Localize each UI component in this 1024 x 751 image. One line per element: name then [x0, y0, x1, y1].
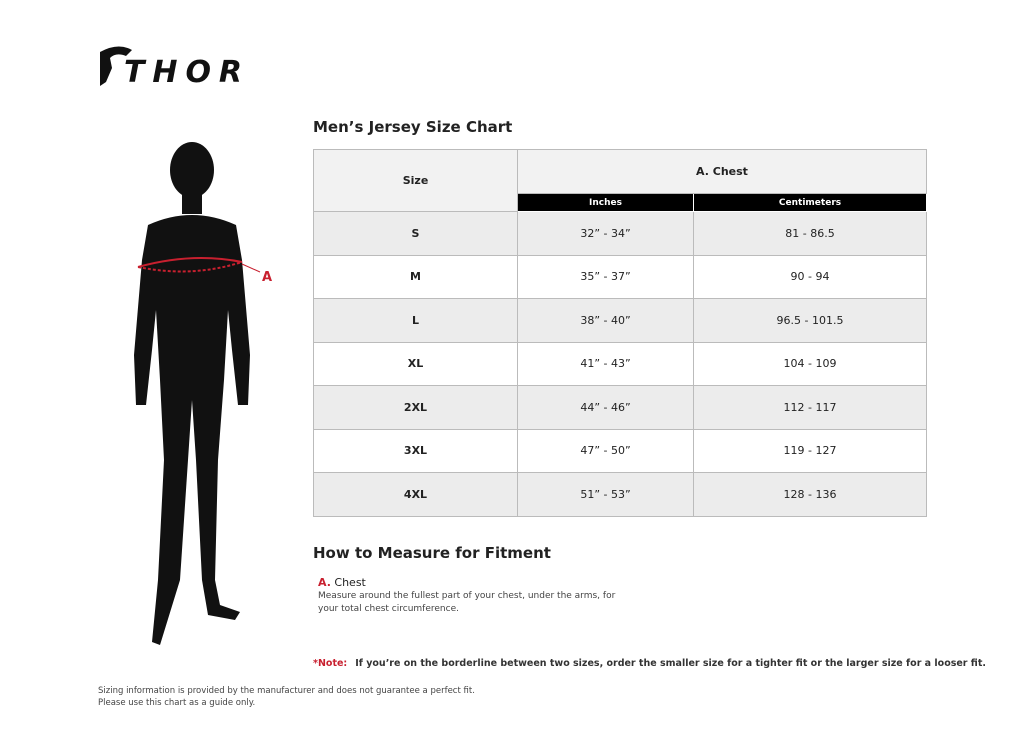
size-cell: S — [313, 211, 518, 256]
size-cell: 3XL — [313, 428, 518, 473]
disclaimer-line: Please use this chart as a guide only. — [98, 698, 256, 708]
centimeters-cell: 128 - 136 — [693, 472, 927, 517]
inches-cell: 32” - 34” — [516, 211, 695, 256]
table-row: 3XL 47” - 50” 119 - 127 — [313, 428, 927, 473]
centimeters-cell: 81 - 86.5 — [693, 211, 927, 256]
size-chart-table: Size A. Chest Inches Centimeters S 32” - … — [313, 149, 927, 517]
size-header: Size — [313, 149, 518, 212]
inches-cell: 38” - 40” — [516, 298, 695, 343]
table-row: 4XL 51” - 53” 128 - 136 — [313, 472, 927, 517]
centimeters-cell: 90 - 94 — [693, 254, 927, 299]
table-row: S 32” - 34” 81 - 86.5 — [313, 211, 927, 256]
chest-letter: A. — [318, 576, 331, 589]
disclaimer-line: Sizing information is provided by the ma… — [98, 686, 475, 696]
size-cell: 4XL — [313, 472, 518, 517]
note-prefix: *Note: — [313, 658, 348, 669]
body-silhouette: A — [134, 142, 272, 645]
centimeters-cell: 112 - 117 — [693, 385, 927, 430]
centimeters-cell: 96.5 - 101.5 — [693, 298, 927, 343]
centimeters-cell: 119 - 127 — [693, 428, 927, 473]
inches-cell: 47” - 50” — [516, 428, 695, 473]
inches-cell: 41” - 43” — [516, 341, 695, 386]
chest-description: Measure around the fullest part of your … — [318, 591, 616, 614]
table-row: L 38” - 40” 96.5 - 101.5 — [313, 298, 927, 343]
note-text: If you’re on the borderline between two … — [355, 658, 986, 669]
thor-logo: THOR — [100, 46, 242, 90]
chest-marker-label: A — [262, 270, 272, 285]
size-cell: M — [313, 254, 518, 299]
chest-measure-label: A. Chest — [318, 576, 366, 589]
size-cell: L — [313, 298, 518, 343]
page-title: Men’s Jersey Size Chart — [313, 118, 513, 136]
inches-cell: 35” - 37” — [516, 254, 695, 299]
table-row: M 35” - 37” 90 - 94 — [313, 254, 927, 299]
chest-label-text: Chest — [334, 576, 366, 589]
inches-header: Inches — [516, 193, 695, 212]
disclaimer: Sizing information is provided by the ma… — [98, 685, 475, 709]
size-cell: 2XL — [313, 385, 518, 430]
centimeters-header: Centimeters — [693, 193, 927, 212]
table-row: XL 41” - 43” 104 - 109 — [313, 341, 927, 386]
centimeters-cell: 104 - 109 — [693, 341, 927, 386]
chest-header: A. Chest — [517, 149, 927, 194]
fit-note: *Note: If you’re on the borderline betwee… — [313, 658, 986, 669]
svg-text:THOR: THOR — [124, 55, 242, 90]
inches-cell: 44” - 46” — [516, 385, 695, 430]
size-cell: XL — [313, 341, 518, 386]
table-row: 2XL 44” - 46” 112 - 117 — [313, 385, 927, 430]
inches-cell: 51” - 53” — [516, 472, 695, 517]
measure-title: How to Measure for Fitment — [313, 544, 551, 562]
